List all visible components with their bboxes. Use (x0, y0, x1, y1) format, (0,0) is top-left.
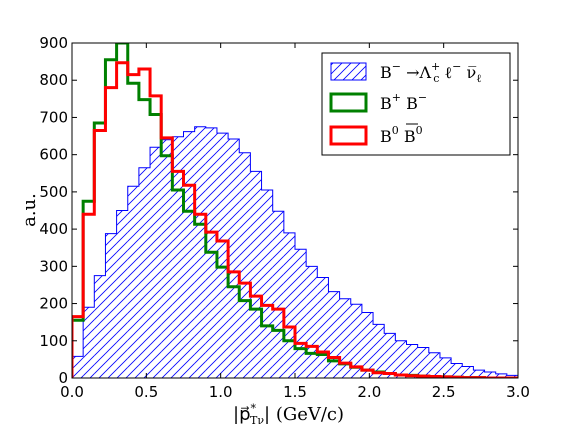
legend-label-neutral: B0 B0 (380, 124, 423, 146)
series-layer (72, 43, 551, 378)
series-0-bin (116, 210, 128, 378)
y-tick-label: 300 (39, 257, 68, 275)
y-tick-label: 500 (39, 183, 68, 201)
series-0-bin (183, 131, 195, 378)
legend-swatch-neutral (329, 125, 368, 146)
series-0-bin (150, 147, 162, 378)
series-0-bin (484, 372, 496, 378)
series-0-bin (540, 377, 551, 378)
series-0-bin (239, 152, 251, 378)
series-0-bin (439, 357, 452, 378)
y-tick-label: 800 (39, 71, 68, 89)
series-0-bin (105, 233, 117, 378)
series-0-bin (72, 356, 84, 378)
legend-label-charged: B+ B− (380, 91, 427, 113)
legend-label-signal: B− →Λ+ c ℓ− ν̅ℓ (380, 60, 481, 85)
y-tick-label: 0 (58, 369, 68, 387)
series-0-bin (417, 347, 429, 378)
series-0-bin (194, 126, 206, 378)
series-0-bin (216, 133, 229, 378)
x-axis-title-sub: Tν (250, 414, 264, 427)
x-tick-label: 2.0 (357, 383, 381, 401)
series-0-bin (373, 324, 385, 378)
series-0-bin (283, 232, 295, 378)
ticks-layer: 0.0 0.5 1.0 1.5 2.0 2.5 3.0 0 100 200 300 400 500 600… (39, 34, 530, 401)
series-0-bin (127, 186, 139, 378)
series-0-bin (228, 139, 240, 378)
series-0-outline (72, 126, 518, 378)
y-tick-label: 900 (39, 34, 68, 52)
series-2-step-line (72, 61, 518, 378)
series-0-bin (161, 139, 173, 378)
series-0-bin (250, 171, 262, 378)
legend-swatch-hatched (330, 62, 367, 81)
series-0-bin (473, 370, 485, 378)
series-0-bin (339, 298, 351, 378)
x-tick-label: 1.0 (209, 383, 233, 401)
y-tick-label: 600 (39, 146, 68, 164)
series-0-bin (451, 363, 463, 378)
series-0-bin (518, 376, 529, 378)
series-0-bin (406, 344, 418, 378)
series-0-bin (138, 167, 151, 378)
series-0-bin (384, 333, 396, 378)
series-0-bin (295, 249, 307, 378)
series-0-bin (94, 275, 106, 378)
series-0-bin (350, 304, 362, 378)
series-0 (72, 126, 551, 378)
series-0-bin (462, 366, 474, 378)
series-0-bin (529, 377, 540, 378)
series-0-bin (328, 291, 340, 378)
y-tick-label: 200 (39, 295, 68, 313)
series-0-bin (317, 277, 329, 378)
y-tick-label: 700 (39, 108, 68, 126)
series-2 (72, 61, 518, 378)
x-tick-label: 3.0 (506, 383, 530, 401)
series-0-bin (306, 266, 318, 378)
series-0-bin (361, 312, 374, 378)
x-axis-title-main: |p⃗ (233, 404, 251, 425)
series-0-bin (428, 352, 440, 378)
legend: B− →Λ+ c ℓ− ν̅ℓ B+ B− B0 B0 (321, 52, 511, 156)
x-tick-label: 0.0 (60, 383, 84, 401)
x-axis-title-sup: * (251, 402, 257, 415)
series-0-bin (83, 307, 95, 378)
y-tick-label: 400 (39, 220, 68, 238)
x-axis-title-tail: | (GeV/c) (264, 404, 344, 425)
x-tick-label: 2.5 (432, 383, 456, 401)
y-tick-label: 100 (39, 332, 68, 350)
x-axis-title: |p⃗* Tν| (GeV/c) (233, 402, 344, 427)
legend-swatch-charged (329, 92, 368, 113)
series-0-bin (272, 211, 284, 378)
y-axis-title: a.u. (19, 193, 40, 227)
series-0-bin (261, 190, 273, 378)
series-0-bin (495, 373, 507, 378)
x-tick-label: 0.5 (134, 383, 158, 401)
series-0-bin (395, 340, 407, 378)
x-tick-label: 1.5 (283, 383, 307, 401)
series-0-bin (172, 136, 184, 378)
